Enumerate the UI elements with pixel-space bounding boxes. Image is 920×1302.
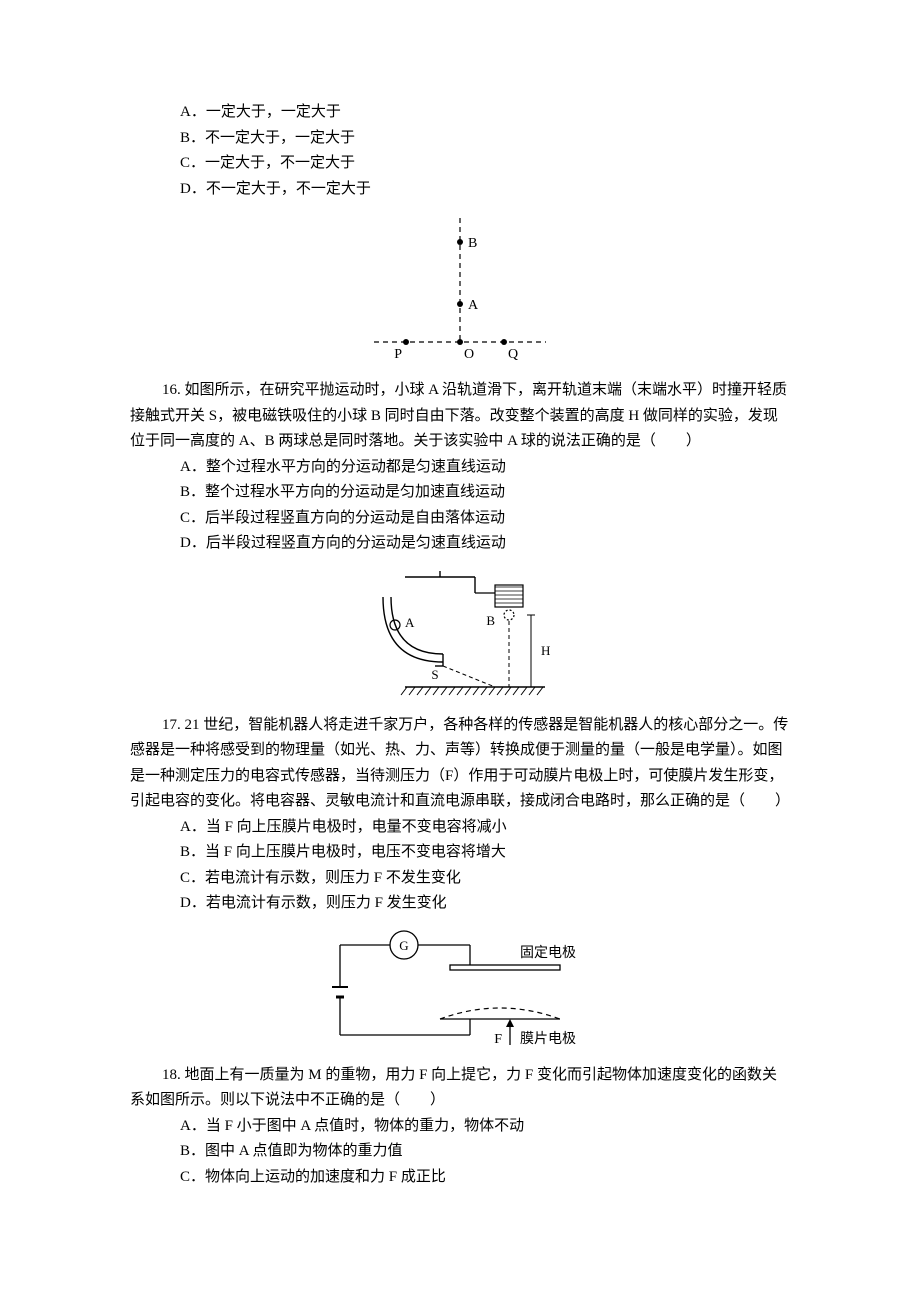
q16-figure: S A B H xyxy=(130,567,790,707)
q15-option-A: A．一定大于，一定大于 xyxy=(130,100,790,126)
svg-text:F: F xyxy=(494,1032,502,1047)
q17-stem: 17. 21 世纪，智能机器人将走进千家万户，各种各样的传感器是智能机器人的核心… xyxy=(130,713,790,815)
q18-stem-text: 地面上有一质量为 M 的重物，用力 F 向上提它，力 F 变化而引起物体加速度变… xyxy=(130,1067,777,1109)
q18-option-B: B．图中 A 点值即为物体的重力值 xyxy=(130,1139,790,1165)
q16-option-D: D．后半段过程竖直方向的分运动是匀速直线运动 xyxy=(130,531,790,557)
svg-text:P: P xyxy=(394,347,402,362)
svg-text:A: A xyxy=(405,615,415,630)
q16-stem: 16. 如图所示，在研究平抛运动时，小球 A 沿轨道滑下，离开轨道末端（末端水平… xyxy=(130,378,790,455)
q17-stem-text: 21 世纪，智能机器人将走进千家万户，各种各样的传感器是智能机器人的核心部分之一… xyxy=(130,717,790,810)
q15-option-B: B．不一定大于，一定大于 xyxy=(130,126,790,152)
svg-text:Q: Q xyxy=(508,347,518,362)
svg-text:膜片电极: 膜片电极 xyxy=(520,1031,576,1047)
q17-figure: G 固定电极 F 膜片电极 xyxy=(130,927,790,1057)
q18-number: 18. xyxy=(162,1067,181,1083)
q15-option-C: C．一定大于，不一定大于 xyxy=(130,151,790,177)
svg-text:G: G xyxy=(399,938,408,953)
q17-option-A: A．当 F 向上压膜片电极时，电量不变电容将减小 xyxy=(130,815,790,841)
q16-option-A: A．整个过程水平方向的分运动都是匀速直线运动 xyxy=(130,455,790,481)
q17-number: 17. xyxy=(162,717,181,733)
q16-stem-text: 如图所示，在研究平抛运动时，小球 A 沿轨道滑下，离开轨道末端（末端水平）时撞开… xyxy=(130,382,787,449)
svg-text:A: A xyxy=(468,298,479,313)
svg-text:B: B xyxy=(486,613,495,628)
svg-text:H: H xyxy=(541,643,550,658)
svg-text:S: S xyxy=(431,667,438,682)
q17-option-C: C．若电流计有示数，则压力 F 不发生变化 xyxy=(130,866,790,892)
q16-option-C: C．后半段过程竖直方向的分运动是自由落体运动 xyxy=(130,506,790,532)
svg-text:O: O xyxy=(464,347,474,362)
svg-text:固定电极: 固定电极 xyxy=(520,945,576,961)
q17-option-D: D．若电流计有示数，则压力 F 发生变化 xyxy=(130,891,790,917)
q17-option-B: B．当 F 向上压膜片电极时，电压不变电容将增大 xyxy=(130,840,790,866)
q16-number: 16. xyxy=(162,382,181,398)
q18-option-C: C．物体向上运动的加速度和力 F 成正比 xyxy=(130,1165,790,1191)
svg-text:B: B xyxy=(468,236,477,251)
q16-option-B: B．整个过程水平方向的分运动是匀加速直线运动 xyxy=(130,480,790,506)
q18-option-A: A．当 F 小于图中 A 点值时，物体的重力，物体不动 xyxy=(130,1114,790,1140)
q18-stem: 18. 地面上有一质量为 M 的重物，用力 F 向上提它，力 F 变化而引起物体… xyxy=(130,1063,790,1114)
q15-figure: B A O P Q xyxy=(130,212,790,372)
page: A．一定大于，一定大于 B．不一定大于，一定大于 C．一定大于，不一定大于 D．… xyxy=(0,0,920,1302)
q15-option-D: D．不一定大于，不一定大于 xyxy=(130,177,790,203)
